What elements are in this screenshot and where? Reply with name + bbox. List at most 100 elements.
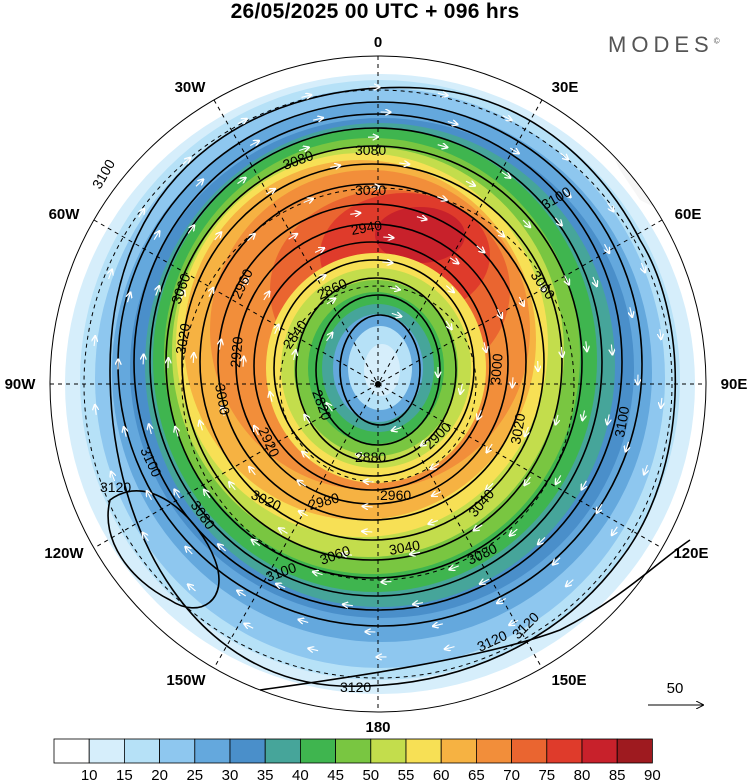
- wind-vectors: [94, 87, 662, 657]
- wind-arrow: [474, 524, 483, 530]
- wind-arrow: [644, 464, 647, 474]
- lon-label-30w: 30W: [175, 79, 207, 96]
- wind-arrow: [138, 209, 145, 218]
- wind-arrow: [660, 329, 661, 339]
- colorbar-swatch: [299, 738, 336, 764]
- wind-arrow: [565, 275, 569, 285]
- wind-arrow: [445, 320, 452, 329]
- lon-label-180: 180: [365, 719, 390, 736]
- colorbar-label: 45: [327, 767, 344, 782]
- wind-arrow: [153, 231, 159, 240]
- wind-arrow: [308, 648, 319, 650]
- wind-arrow: [410, 552, 421, 554]
- colorbar-swatch: [581, 738, 618, 764]
- wind-arrow: [294, 350, 296, 361]
- lon-label-60w: 60W: [49, 206, 81, 223]
- contour-label: 3000: [487, 353, 506, 386]
- wind-arrow: [249, 141, 259, 146]
- wind-arrow: [566, 579, 574, 587]
- wind-arrow: [487, 443, 493, 452]
- wind-arrow: [563, 189, 571, 197]
- wind-arrow: [556, 475, 561, 484]
- wind-arrow: [244, 624, 254, 629]
- colorbar-label: 90: [644, 767, 661, 782]
- wind-arrow: [510, 147, 519, 153]
- colorbar-label: 55: [398, 767, 415, 782]
- wind-arrow: [383, 237, 393, 238]
- wind-arrow: [252, 540, 261, 547]
- colorbar-label: 40: [292, 767, 309, 782]
- wind-arrow: [156, 286, 160, 296]
- colorbar-label: 80: [574, 767, 591, 782]
- wind-arrow: [147, 491, 152, 501]
- wind-arrow: [605, 243, 610, 253]
- wind-arrow: [326, 298, 335, 305]
- wind-arrow: [270, 392, 272, 402]
- wind-arrow: [299, 620, 309, 623]
- colorbar-swatch: [88, 738, 125, 764]
- wind-arrow: [182, 158, 190, 165]
- map-title: 26/05/2025 00 UTC + 096 hrs: [230, 0, 520, 23]
- wind-arrow: [220, 340, 222, 350]
- wind-arrow: [304, 415, 311, 424]
- wind-arrow: [607, 414, 609, 425]
- wind-arrow: [241, 279, 248, 288]
- contour-label: 3120: [340, 679, 371, 695]
- wind-arrow: [302, 452, 311, 459]
- wind-arrow: [313, 572, 323, 575]
- wind-arrow: [465, 181, 475, 185]
- colorbar-swatch: [370, 738, 407, 764]
- colorbar-swatch: [546, 738, 583, 764]
- wind-arrow: [460, 383, 462, 394]
- wind-arrow: [429, 521, 438, 524]
- colorbar-label: 30: [222, 767, 239, 782]
- wind-arrow: [111, 472, 115, 482]
- wind-arrow: [249, 467, 256, 476]
- wind-arrow: [432, 492, 442, 496]
- wind-arrow: [200, 421, 203, 431]
- lon-label-120w: 120W: [44, 545, 84, 562]
- wind-arrow: [502, 116, 512, 121]
- wind-arrow: [343, 604, 353, 605]
- colorbar-label: 85: [609, 767, 626, 782]
- wind-arrow: [399, 163, 409, 164]
- wind-arrow: [661, 397, 662, 408]
- colorbar-swatch: [405, 738, 442, 764]
- wind-arrow: [149, 424, 152, 435]
- wind-arrow: [437, 145, 448, 148]
- colorbar-label: 25: [186, 767, 203, 782]
- wind-arrow: [560, 152, 569, 160]
- wind-arrow: [279, 528, 288, 533]
- wind-arrow: [288, 234, 298, 240]
- contour-label: 3020: [507, 412, 528, 446]
- wind-arrow: [641, 262, 645, 272]
- wind-arrow: [214, 232, 222, 241]
- wind-arrow: [276, 584, 286, 588]
- wind-arrow: [445, 647, 455, 650]
- wind-arrow: [540, 282, 545, 291]
- contour-label: 3120: [100, 479, 131, 495]
- wind-arrow: [431, 463, 440, 469]
- colorbar-label: 50: [362, 767, 379, 782]
- wind-arrow: [611, 344, 612, 355]
- wind-arrow: [181, 291, 185, 301]
- wind-arrow: [95, 405, 96, 415]
- wind-arrow: [480, 579, 490, 584]
- contour-label: 3040: [388, 537, 422, 558]
- wind-arrow: [193, 353, 194, 363]
- wind-arrow: [630, 307, 632, 317]
- wind-arrow: [421, 439, 430, 446]
- wind-arrow: [143, 354, 144, 365]
- contour-label: 2880: [355, 449, 386, 465]
- wind-arrow: [538, 537, 546, 544]
- wind-arrow: [582, 410, 584, 421]
- modes-logo: MODES©: [608, 32, 720, 57]
- colorbar-label: 20: [151, 767, 168, 782]
- colorbar-label: 60: [433, 767, 450, 782]
- wind-arrow: [316, 275, 326, 281]
- wind-arrow: [512, 377, 513, 387]
- wind-arrow: [597, 504, 603, 513]
- reference-wind-vector: 50: [648, 680, 703, 705]
- wind-arrow: [416, 217, 427, 220]
- wind-arrow: [266, 189, 275, 194]
